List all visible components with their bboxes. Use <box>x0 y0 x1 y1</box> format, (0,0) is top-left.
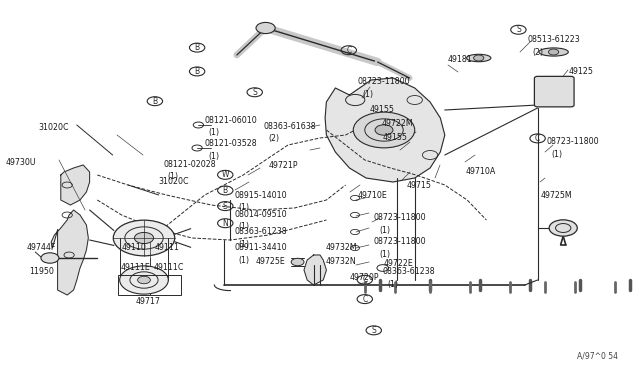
FancyBboxPatch shape <box>534 76 574 107</box>
Text: (1): (1) <box>239 203 250 212</box>
Text: A/97^0 54: A/97^0 54 <box>577 351 618 360</box>
Text: S: S <box>516 25 521 34</box>
Text: 49721P: 49721P <box>269 160 298 170</box>
Text: (1): (1) <box>208 151 219 160</box>
Text: 49110: 49110 <box>122 244 147 253</box>
Circle shape <box>138 276 150 284</box>
Text: 08363-61238: 08363-61238 <box>383 267 435 276</box>
Text: 49717: 49717 <box>136 298 161 307</box>
Circle shape <box>134 232 154 244</box>
Text: (2): (2) <box>532 48 543 57</box>
Text: (1): (1) <box>239 240 250 248</box>
Text: (1): (1) <box>552 150 563 158</box>
Text: 49111C: 49111C <box>154 263 184 273</box>
Text: 49730U: 49730U <box>5 157 36 167</box>
Text: (1): (1) <box>208 128 219 138</box>
Text: (1): (1) <box>239 256 250 264</box>
Text: N: N <box>223 219 228 228</box>
Text: 08363-61638: 08363-61638 <box>264 122 316 131</box>
Text: 49111E: 49111E <box>120 263 150 273</box>
Text: 08723-11800: 08723-11800 <box>357 77 410 87</box>
Text: 08513-61223: 08513-61223 <box>527 35 580 45</box>
Circle shape <box>120 266 168 294</box>
Text: 11950: 11950 <box>29 267 54 276</box>
Text: 49155: 49155 <box>370 106 395 115</box>
Text: 31020C: 31020C <box>159 177 189 186</box>
Polygon shape <box>325 78 445 182</box>
Text: 08915-14010: 08915-14010 <box>234 192 287 201</box>
Text: 08363-61238: 08363-61238 <box>234 228 287 237</box>
Text: S: S <box>252 88 257 97</box>
Text: C: C <box>346 46 351 55</box>
Text: 49111: 49111 <box>155 244 180 253</box>
Text: C: C <box>362 275 367 284</box>
Circle shape <box>291 258 304 266</box>
Text: 08121-06010: 08121-06010 <box>205 116 257 125</box>
Text: 49725M: 49725M <box>541 190 572 199</box>
Circle shape <box>113 220 175 256</box>
Text: B: B <box>195 67 200 76</box>
Circle shape <box>375 125 393 135</box>
Text: C: C <box>535 134 540 143</box>
Text: (1): (1) <box>168 171 179 180</box>
Text: 08121-03528: 08121-03528 <box>205 140 257 148</box>
Text: (1): (1) <box>388 279 399 289</box>
Text: 49732N: 49732N <box>325 257 356 266</box>
Text: 08723-11800: 08723-11800 <box>374 237 426 247</box>
Circle shape <box>256 22 275 33</box>
Text: 49725E: 49725E <box>256 257 285 266</box>
Polygon shape <box>304 255 326 285</box>
Text: 49732M: 49732M <box>325 244 356 253</box>
Circle shape <box>548 49 559 55</box>
Text: 08014-09510: 08014-09510 <box>234 209 287 218</box>
Text: 08723-11800: 08723-11800 <box>547 138 599 147</box>
Text: 49155: 49155 <box>383 134 408 142</box>
Text: 49722E: 49722E <box>384 260 413 269</box>
Text: 49710A: 49710A <box>466 167 496 176</box>
Text: 49722M: 49722M <box>381 119 413 128</box>
Text: (1): (1) <box>239 221 250 231</box>
Text: 31020C: 31020C <box>38 124 69 132</box>
Text: 08121-02028: 08121-02028 <box>163 160 216 169</box>
Text: W: W <box>221 170 229 179</box>
Text: 49720P: 49720P <box>349 273 379 282</box>
Text: B: B <box>223 186 228 195</box>
Ellipse shape <box>539 48 568 56</box>
Polygon shape <box>51 210 88 295</box>
Text: (1): (1) <box>379 225 390 234</box>
Ellipse shape <box>467 54 491 62</box>
Text: S: S <box>371 326 376 335</box>
Circle shape <box>549 220 577 236</box>
Text: 49715: 49715 <box>407 182 432 190</box>
Text: 08723-11800: 08723-11800 <box>374 214 426 222</box>
Text: 49181: 49181 <box>448 55 473 64</box>
Text: C: C <box>362 295 367 304</box>
Text: B: B <box>195 43 200 52</box>
Text: B: B <box>152 97 157 106</box>
Text: S: S <box>223 202 228 211</box>
Circle shape <box>474 55 484 61</box>
Text: (2): (2) <box>268 135 279 144</box>
Text: 08911-34410: 08911-34410 <box>234 244 287 253</box>
Text: 49744F: 49744F <box>27 244 56 253</box>
Polygon shape <box>61 165 90 205</box>
Text: 49710E: 49710E <box>357 190 387 199</box>
Text: (1): (1) <box>362 90 373 99</box>
Text: (1): (1) <box>379 250 390 259</box>
Text: 49125: 49125 <box>568 67 593 77</box>
Circle shape <box>353 112 415 148</box>
Circle shape <box>41 253 59 263</box>
